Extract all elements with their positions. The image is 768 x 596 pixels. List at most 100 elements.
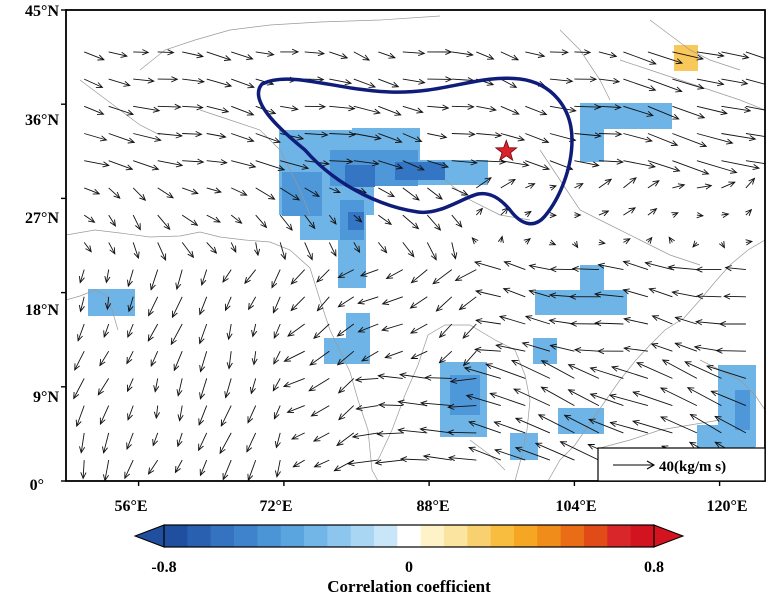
flux-vector-arrow: [226, 351, 233, 370]
vector-key-box: 40(kg/m s): [597, 447, 766, 482]
flux-vector-arrow: [286, 405, 305, 414]
flux-vector-arrow: [316, 269, 330, 283]
flux-vector-arrow: [399, 456, 428, 463]
flux-vector-arrow: [598, 104, 622, 111]
flux-vector-arrow: [427, 133, 448, 140]
colorbar-cell: [187, 525, 212, 547]
flux-vector-arrow: [157, 132, 183, 139]
flux-vector-arrow: [721, 51, 750, 60]
flux-vector-arrow: [316, 296, 330, 312]
flux-vector-arrow: [384, 350, 403, 359]
flux-vector-arrow: [623, 105, 654, 117]
flux-vector-arrow: [304, 103, 327, 110]
flux-vector-arrow: [427, 187, 443, 200]
flux-vector-arrow: [574, 160, 600, 168]
star-marker-icon: [494, 139, 518, 162]
flux-vector-arrow: [692, 240, 700, 248]
flux-vector-arrow: [449, 377, 477, 384]
flux-vector-arrow: [510, 360, 551, 379]
flux-vector-arrow: [376, 430, 403, 437]
flux-vector-arrow: [597, 262, 624, 271]
flux-vector-arrow: [549, 343, 575, 352]
flux-vector-arrow: [689, 413, 722, 434]
flux-vector-arrow: [198, 432, 208, 452]
flux-vector-arrow: [671, 290, 697, 298]
flux-vector-arrow: [525, 183, 536, 189]
flux-vector-arrow: [710, 390, 747, 407]
flux-vector-arrow: [559, 441, 600, 461]
flux-vector-arrow: [108, 105, 135, 116]
flux-vector-arrow: [97, 378, 110, 396]
flux-vector-arrow: [696, 212, 704, 219]
flux-vector-arrow: [503, 260, 526, 271]
flux-vector-arrow: [410, 350, 428, 359]
flux-vector-arrow: [255, 187, 276, 200]
flux-vector-arrow: [495, 343, 526, 352]
correlation-shading: [88, 45, 756, 460]
flux-vector-arrow: [157, 103, 182, 110]
flux-vector-arrow: [596, 348, 624, 355]
flux-vector-arrow: [274, 432, 281, 449]
colorbar-cell: [560, 525, 585, 547]
flux-vector-arrow: [132, 214, 141, 231]
flux-vector-arrow: [199, 351, 208, 373]
flux-vector-arrow: [206, 214, 221, 223]
correlation-cell: [535, 290, 627, 315]
flux-vector-arrow: [398, 372, 428, 379]
flux-vector-arrow: [409, 323, 428, 334]
flux-vector-arrow: [248, 296, 257, 311]
flux-vector-arrow: [230, 242, 237, 254]
flux-vector-arrow: [696, 183, 713, 190]
flux-vector-arrow: [451, 103, 475, 110]
lat-label-45n: 45°N: [25, 3, 59, 20]
flux-vector-arrow: [378, 187, 396, 198]
flux-vector-arrow: [525, 133, 550, 144]
flux-vector-arrow: [571, 265, 599, 273]
flux-vector-arrow: [255, 50, 275, 57]
flux-vector-arrow: [567, 389, 600, 406]
flux-vector-arrow: [498, 315, 526, 325]
flux-vector-arrow: [451, 242, 458, 260]
flux-vector-arrow: [336, 323, 355, 337]
tibetan-plateau-contour: [256, 76, 574, 226]
lat-axis-labels: 45°N 36°N 27°N 18°N 9°N 0°: [25, 3, 59, 494]
flux-vector-arrow: [230, 214, 243, 224]
flux-vector-arrow: [419, 426, 452, 434]
flux-vector-arrow: [255, 133, 281, 144]
land-outline: [649, 19, 741, 71]
flux-vector-arrow: [385, 269, 404, 280]
colorbar-cell: [537, 525, 562, 547]
flux-vector-arrow: [549, 184, 558, 191]
flux-vector-arrow: [304, 214, 316, 230]
flux-vector-arrow: [500, 78, 518, 88]
flux-vector-arrow: [280, 105, 299, 112]
flux-vector-arrow: [489, 392, 526, 407]
flux-vector-arrow: [695, 266, 722, 273]
colorbar-cell: [234, 525, 258, 547]
flux-vector-arrow: [745, 133, 765, 137]
flux-vector-arrow: [645, 236, 653, 244]
flux-vector-arrow: [102, 432, 110, 454]
flux-vector-arrow: [84, 105, 105, 115]
flux-vector-arrow: [199, 378, 208, 400]
flux-vector-arrow: [377, 401, 403, 409]
flux-vector-arrow: [513, 388, 551, 407]
flux-vector-arrow: [78, 269, 85, 284]
colorbar-left-arrow-icon: [133, 524, 165, 548]
flux-vector-arrow: [133, 49, 150, 56]
flux-vector-arrow: [696, 78, 725, 87]
flux-vector-arrow: [476, 51, 495, 60]
flux-vector-arrow: [474, 289, 501, 298]
flux-vector-arrow: [549, 49, 569, 56]
flux-vector-arrow: [84, 187, 101, 195]
lon-axis-labels: 56°E 72°E 88°E 104°E 120°E: [114, 498, 747, 515]
flux-vector-arrow: [377, 242, 388, 254]
flux-vector-arrow: [574, 212, 582, 219]
flux-vector-arrow: [251, 351, 258, 366]
flux-vector-arrow: [745, 105, 765, 111]
land-outline: [599, 419, 721, 449]
axis-ticks: [61, 9, 721, 486]
flux-vector-arrow: [549, 266, 575, 273]
colorbar-cells: [164, 525, 655, 547]
flux-vector-arrow: [108, 160, 134, 171]
